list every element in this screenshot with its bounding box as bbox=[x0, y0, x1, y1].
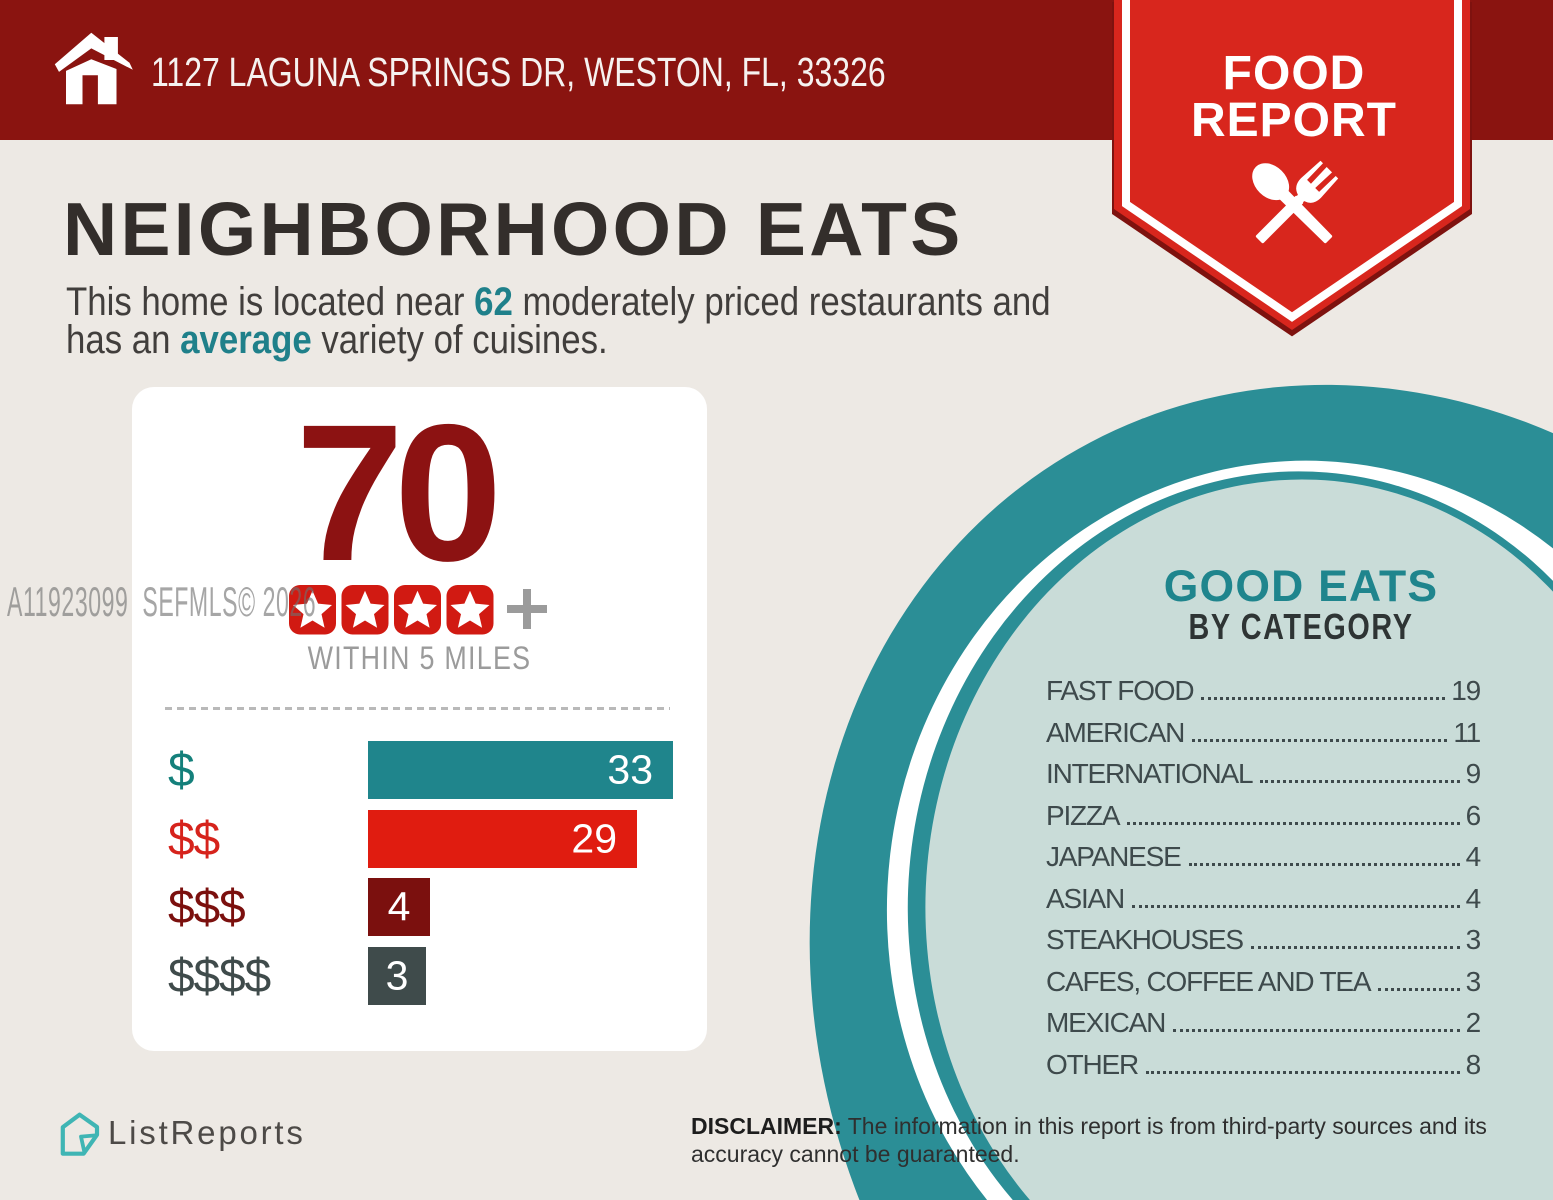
svg-text:REPORT: REPORT bbox=[1191, 94, 1397, 147]
svg-text:FOOD: FOOD bbox=[1223, 47, 1366, 100]
